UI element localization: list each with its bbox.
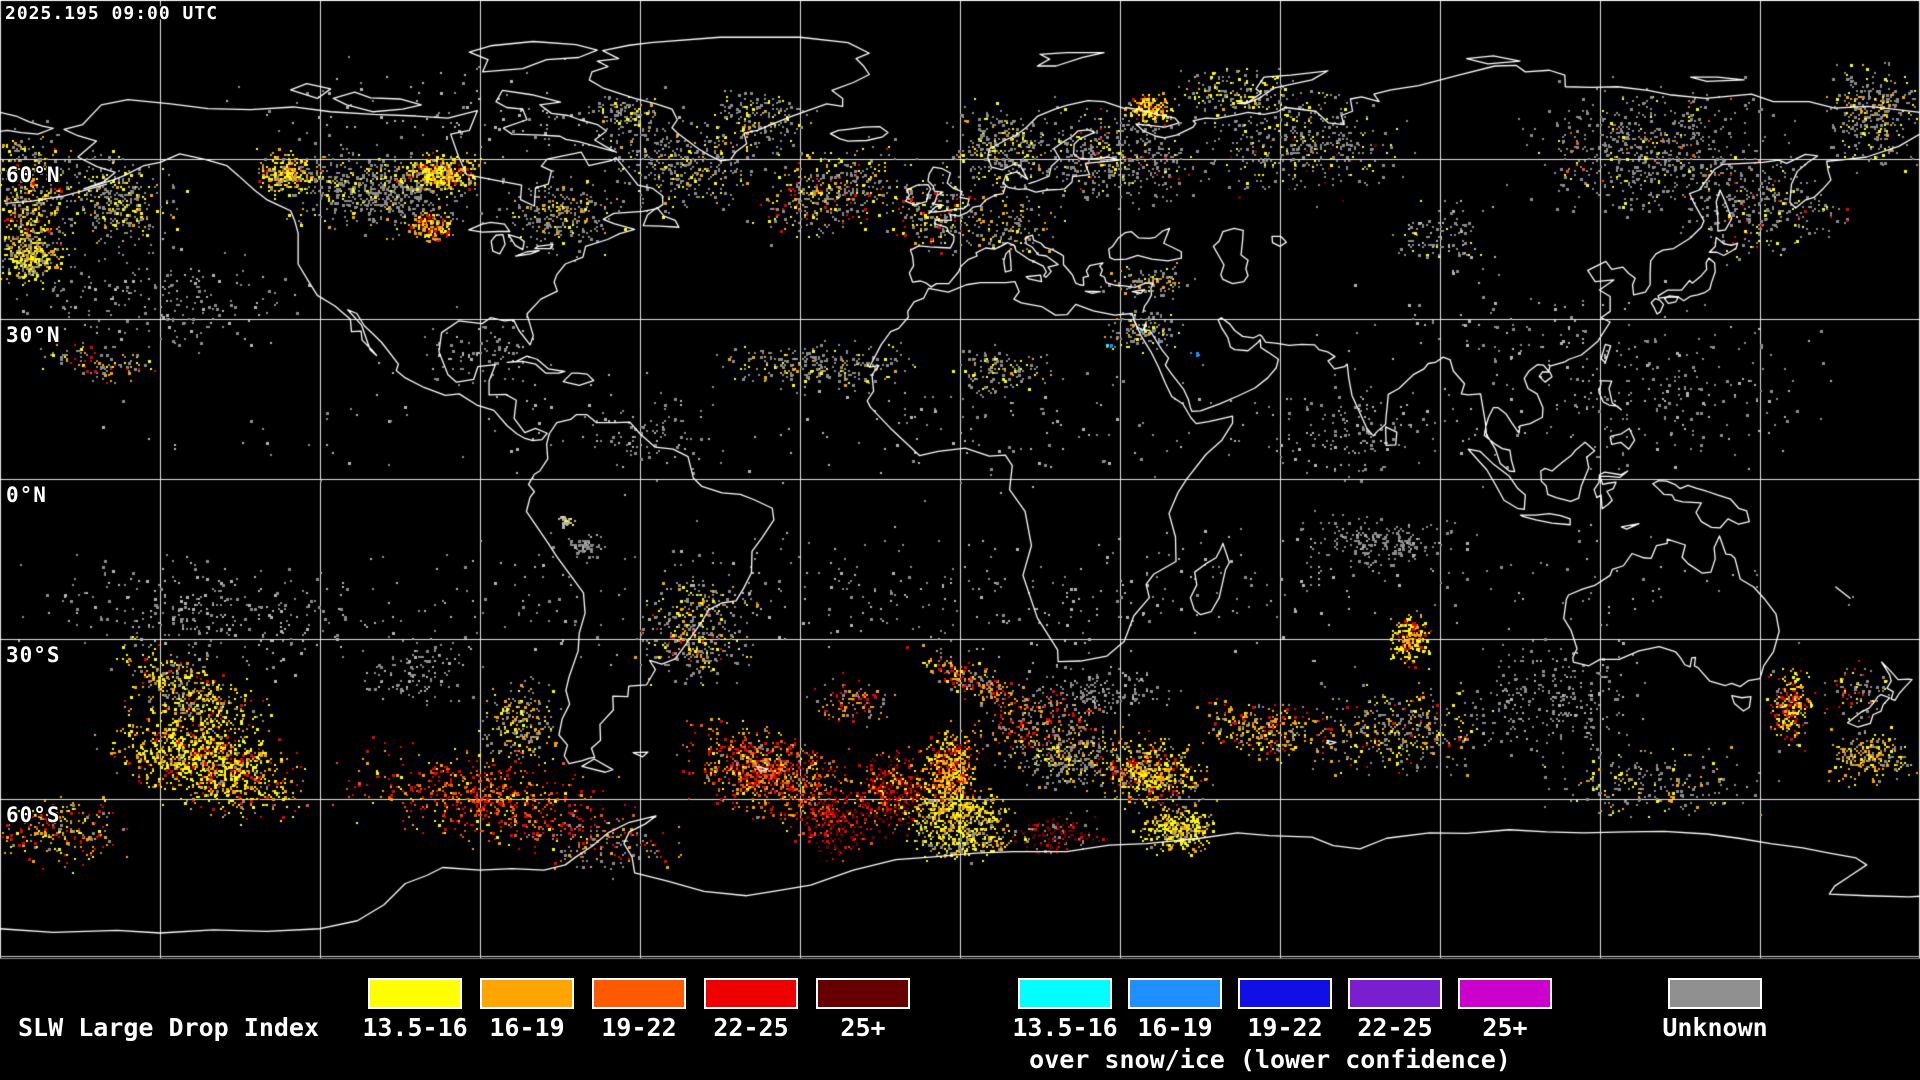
lat-label-4: 60°S (6, 803, 61, 827)
legend-label-snow-2: 19-22 (1247, 1013, 1323, 1042)
legend-label-primary-1: 16-19 (489, 1013, 565, 1042)
legend-swatch-primary-0 (368, 978, 462, 1009)
legend-swatch-primary-1 (480, 978, 574, 1009)
legend-label-unknown: Unknown (1662, 1013, 1768, 1042)
lat-label-0: 60°N (6, 163, 61, 187)
legend-label-snow-0: 13.5-16 (1012, 1013, 1118, 1042)
legend-swatch-primary-4 (816, 978, 910, 1009)
legend-swatch-snow-1 (1128, 978, 1222, 1009)
legend-snow-caption: over snow/ice (lower confidence) (1029, 1045, 1511, 1074)
legend-label-snow-1: 16-19 (1137, 1013, 1213, 1042)
legend-swatch-snow-3 (1348, 978, 1442, 1009)
legend-swatch-snow-2 (1238, 978, 1332, 1009)
lat-label-3: 30°S (6, 643, 61, 667)
legend-swatch-primary-2 (592, 978, 686, 1009)
legend-title: SLW Large Drop Index (18, 1013, 320, 1042)
legend-swatch-snow-0 (1018, 978, 1112, 1009)
legend-swatch-snow-4 (1458, 978, 1552, 1009)
legend-label-primary-0: 13.5-16 (362, 1013, 468, 1042)
legend-swatch-primary-3 (704, 978, 798, 1009)
lat-label-2: 0°N (6, 483, 47, 507)
legend-label-primary-4: 25+ (840, 1013, 886, 1042)
legend-swatch-unknown (1668, 978, 1762, 1009)
legend-label-primary-3: 22-25 (713, 1013, 789, 1042)
legend-label-snow-4: 25+ (1482, 1013, 1528, 1042)
legend-label-snow-3: 22-25 (1357, 1013, 1433, 1042)
legend-label-primary-2: 19-22 (601, 1013, 677, 1042)
timestamp-label: 2025.195 09:00 UTC (5, 3, 219, 24)
lat-label-1: 30°N (6, 323, 61, 347)
